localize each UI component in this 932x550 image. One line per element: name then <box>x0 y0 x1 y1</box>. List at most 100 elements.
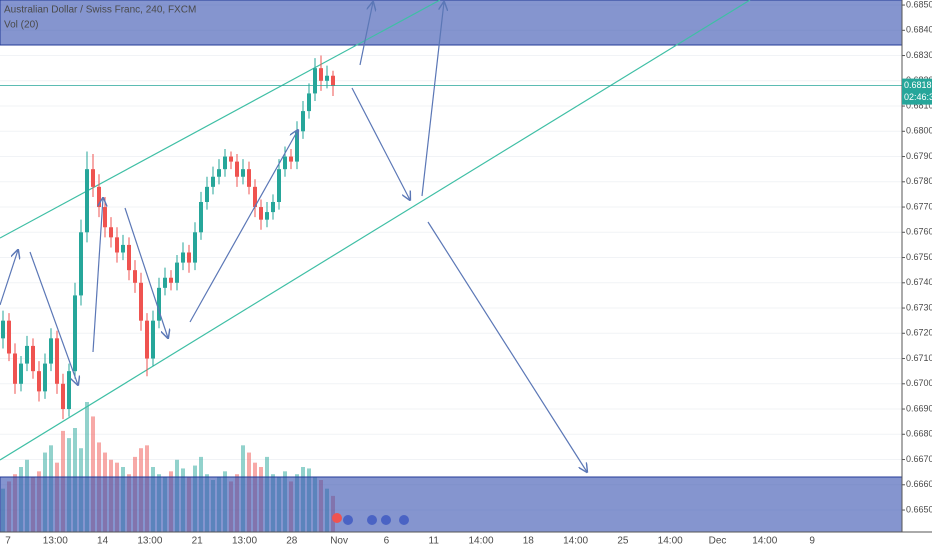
candle-body <box>313 68 317 94</box>
candle-body <box>31 345 35 372</box>
x-tick-label: 14:00 <box>658 536 683 547</box>
candle-body <box>223 156 227 170</box>
candle-body <box>157 287 161 321</box>
resistance-zone <box>0 0 903 46</box>
candle-body <box>301 111 305 132</box>
x-tick-label: 14:00 <box>468 536 493 547</box>
candle-body <box>211 176 215 187</box>
x-tick-label: 14:00 <box>752 536 777 547</box>
candle-body <box>289 156 293 162</box>
candle-body <box>295 131 299 162</box>
candle-body <box>127 244 131 271</box>
candle-body <box>217 169 221 177</box>
candle-body <box>121 244 125 253</box>
x-tick-label: 7 <box>5 536 11 547</box>
chart-title: Australian Dollar / Swiss Franc, 240, FX… <box>4 5 196 16</box>
candle-body <box>79 232 83 296</box>
candle-body <box>193 232 197 263</box>
candle-body <box>229 156 233 162</box>
candle-body <box>67 371 71 410</box>
x-tick-label: 13:00 <box>43 536 68 547</box>
candle-body <box>325 75 329 81</box>
x-tick-label: 11 <box>429 536 440 547</box>
candle-body <box>235 161 239 177</box>
event-icons <box>332 513 409 525</box>
candle-body <box>25 345 29 364</box>
x-tick-label: 21 <box>192 536 204 547</box>
candle-body <box>265 212 269 220</box>
candle-body <box>37 371 41 392</box>
candle-body <box>271 201 275 213</box>
candle-body <box>13 353 17 384</box>
candle-body <box>247 169 251 187</box>
candle-body <box>331 75 335 86</box>
candle-body <box>103 207 107 228</box>
x-tick-label: 25 <box>617 536 629 547</box>
candle-body <box>97 186 101 208</box>
candle-body <box>253 186 257 208</box>
candle-body <box>61 383 65 410</box>
x-tick-label: Dec <box>709 536 727 547</box>
last-price-label: 0.68181 <box>904 80 932 90</box>
candle-body <box>43 363 47 392</box>
candle-body <box>55 338 59 384</box>
candle-body <box>307 93 311 112</box>
axis-labels: 0.685000.684000.683000.682000.681000.680… <box>5 0 932 547</box>
volume-bar <box>91 416 95 532</box>
x-tick-label: 13:00 <box>232 536 257 547</box>
candle-body <box>73 295 77 372</box>
candles <box>0 55 902 420</box>
candle-body <box>85 169 89 233</box>
candle-body <box>283 156 287 170</box>
lower-channel <box>0 0 751 461</box>
candle-body <box>7 320 11 354</box>
x-tick-label: 14 <box>97 536 109 547</box>
candle-body <box>139 282 143 321</box>
candle-body <box>175 262 179 283</box>
volume-label: Vol (20) <box>4 20 38 31</box>
candle-body <box>277 169 281 202</box>
candle-body <box>319 68 323 81</box>
support-zone <box>0 476 903 533</box>
projection-arrows <box>0 2 587 472</box>
upper-channel <box>0 0 441 239</box>
candle-body <box>109 227 113 238</box>
volume-bar <box>85 402 89 532</box>
candle-body <box>133 270 137 283</box>
candle-body <box>1 320 5 339</box>
candle-body <box>49 338 53 364</box>
x-tick-label: 18 <box>523 536 535 547</box>
countdown-label: 02:46:37 <box>904 92 932 102</box>
x-tick-label: Nov <box>330 536 348 547</box>
candle-body <box>151 320 155 359</box>
x-tick-label: 6 <box>384 536 390 547</box>
candle-body <box>19 363 23 384</box>
candle-body <box>145 320 149 359</box>
candle-body <box>169 277 173 283</box>
candle-body <box>205 186 209 202</box>
x-tick-label: 9 <box>809 536 815 547</box>
x-tick-label: 14:00 <box>563 536 588 547</box>
candle-body <box>163 277 167 288</box>
candle-body <box>115 237 119 253</box>
candle-body <box>241 169 245 177</box>
candle-body <box>199 201 203 233</box>
x-tick-label: 28 <box>286 536 298 547</box>
candle-body <box>181 252 185 263</box>
